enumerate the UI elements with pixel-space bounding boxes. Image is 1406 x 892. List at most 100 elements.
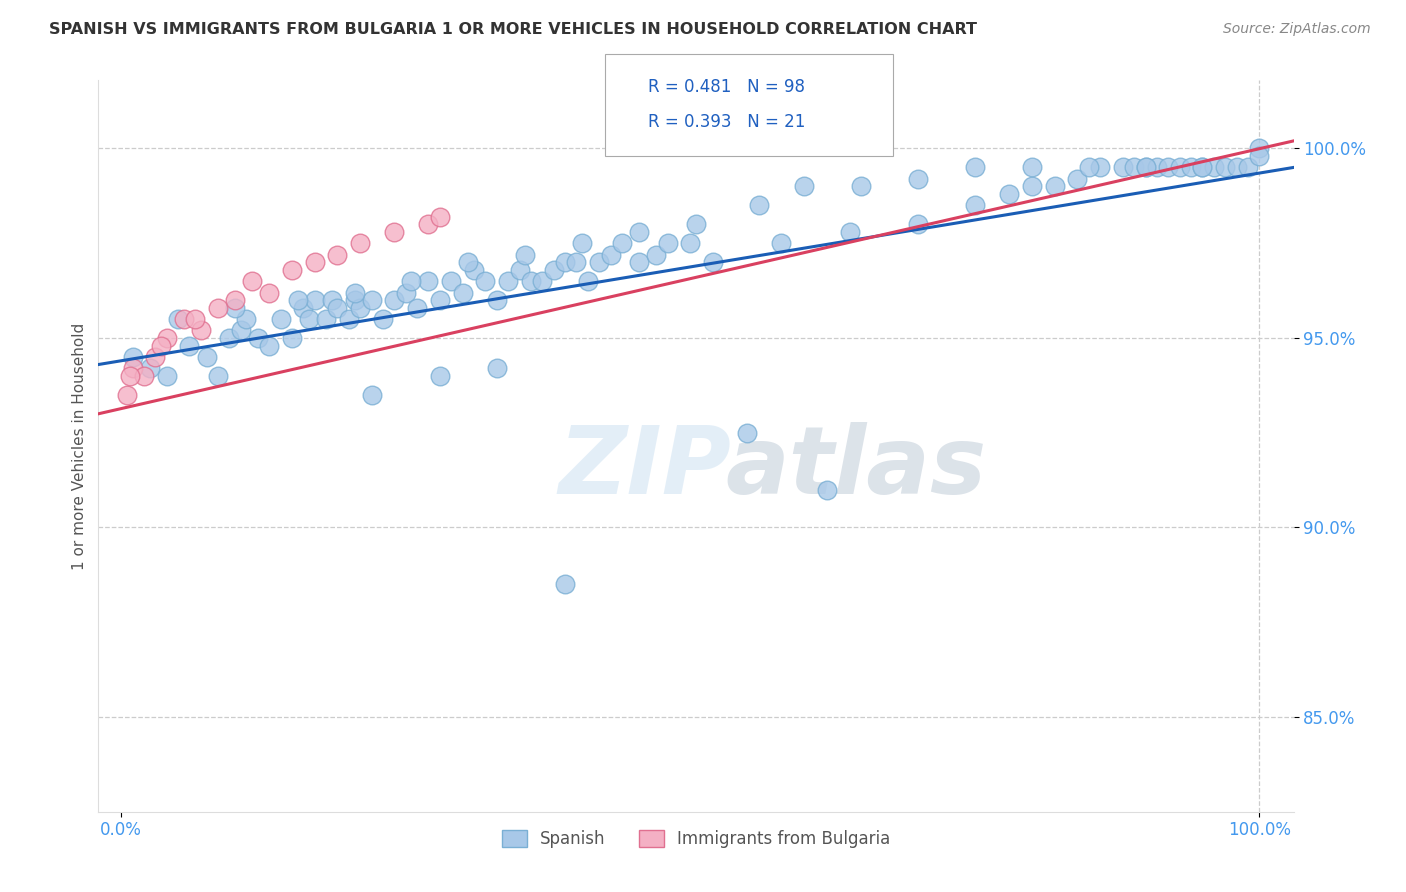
Point	[418, 274, 440, 288]
Point	[793, 179, 815, 194]
Point	[907, 171, 929, 186]
Point	[565, 255, 588, 269]
Point	[360, 293, 382, 307]
Y-axis label: 1 or more Vehicles in Household: 1 or more Vehicles in Household	[72, 322, 87, 570]
Point	[173, 312, 195, 326]
Point	[240, 274, 263, 288]
Point	[337, 312, 360, 326]
Point	[156, 331, 179, 345]
Point	[1135, 161, 1157, 175]
Point	[1112, 161, 1135, 175]
Point	[1157, 161, 1180, 175]
Point	[474, 274, 496, 288]
Point	[1135, 161, 1157, 175]
Point	[571, 236, 593, 251]
Point	[132, 368, 155, 383]
Point	[599, 247, 621, 261]
Point	[1021, 179, 1043, 194]
Point	[1123, 161, 1146, 175]
Point	[167, 312, 190, 326]
Point	[115, 388, 138, 402]
Point	[485, 361, 508, 376]
Point	[531, 274, 554, 288]
Point	[1202, 161, 1225, 175]
Point	[628, 255, 651, 269]
Point	[485, 293, 508, 307]
Point	[229, 323, 252, 337]
Point	[257, 338, 280, 352]
Point	[963, 198, 986, 212]
Point	[207, 301, 229, 315]
Point	[120, 368, 142, 383]
Point	[429, 210, 451, 224]
Point	[440, 274, 463, 288]
Point	[246, 331, 269, 345]
Point	[143, 350, 166, 364]
Point	[554, 255, 576, 269]
Point	[429, 293, 451, 307]
Point	[121, 350, 143, 364]
Point	[657, 236, 679, 251]
Point	[270, 312, 292, 326]
Point	[343, 285, 366, 300]
Point	[1088, 161, 1111, 175]
Point	[815, 483, 838, 497]
Point	[1146, 161, 1168, 175]
Point	[281, 331, 304, 345]
Point	[1226, 161, 1249, 175]
Point	[218, 331, 240, 345]
Point	[838, 225, 860, 239]
Point	[121, 361, 143, 376]
Point	[298, 312, 321, 326]
Point	[628, 225, 651, 239]
Point	[315, 312, 337, 326]
Point	[463, 262, 485, 277]
Text: R = 0.481   N = 98: R = 0.481 N = 98	[648, 78, 806, 95]
Point	[1021, 161, 1043, 175]
Point	[576, 274, 599, 288]
Point	[451, 285, 474, 300]
Point	[207, 368, 229, 383]
Point	[326, 301, 349, 315]
Point	[588, 255, 610, 269]
Text: ZIP: ZIP	[558, 422, 731, 514]
Point	[382, 293, 405, 307]
Point	[235, 312, 257, 326]
Point	[224, 293, 246, 307]
Point	[543, 262, 565, 277]
Point	[401, 274, 423, 288]
Point	[382, 225, 405, 239]
Point	[735, 425, 758, 440]
Point	[1077, 161, 1099, 175]
Point	[418, 217, 440, 231]
Point	[554, 577, 576, 591]
Point	[610, 236, 633, 251]
Point	[515, 247, 537, 261]
Point	[287, 293, 309, 307]
Legend: Spanish, Immigrants from Bulgaria: Spanish, Immigrants from Bulgaria	[495, 823, 897, 855]
Point	[748, 198, 770, 212]
Point	[1237, 161, 1260, 175]
Point	[156, 368, 179, 383]
Point	[1191, 161, 1213, 175]
Point	[395, 285, 418, 300]
Point	[184, 312, 207, 326]
Text: R = 0.393   N = 21: R = 0.393 N = 21	[648, 113, 806, 131]
Point	[304, 255, 326, 269]
Point	[1249, 149, 1271, 163]
Point	[1249, 141, 1271, 155]
Point	[496, 274, 519, 288]
Point	[371, 312, 394, 326]
Point	[429, 368, 451, 383]
Point	[360, 388, 382, 402]
Point	[702, 255, 724, 269]
Point	[1191, 161, 1213, 175]
Point	[190, 323, 212, 337]
Point	[849, 179, 872, 194]
Point	[685, 217, 707, 231]
Point	[509, 262, 531, 277]
Point	[195, 350, 218, 364]
Point	[1213, 161, 1236, 175]
Point	[150, 338, 173, 352]
Text: atlas: atlas	[725, 422, 987, 514]
